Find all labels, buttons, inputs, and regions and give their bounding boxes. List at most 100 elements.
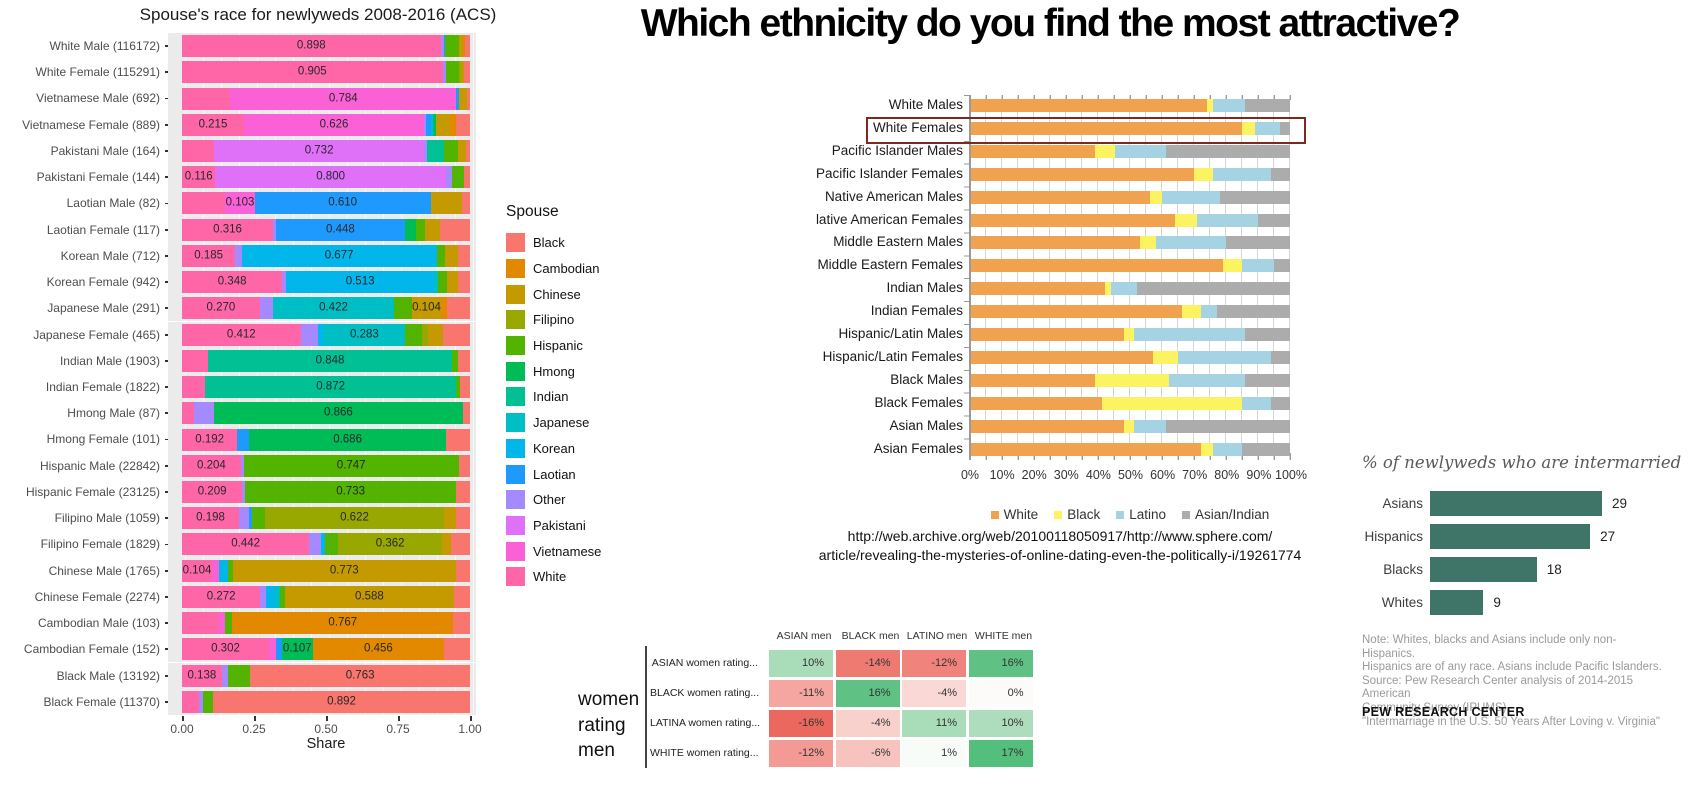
- bar-segment-white: [182, 349, 208, 372]
- attract-segment-asianindian: [1258, 213, 1290, 227]
- attract-source-url: http://web.archive.org/web/2010011805091…: [730, 527, 1390, 564]
- legend-label: Korean: [533, 440, 575, 456]
- bar-segment-white: 0.209: [182, 481, 243, 503]
- bar-segment-indian: [427, 140, 445, 162]
- bar-segment-other: [424, 140, 428, 162]
- spouse-stacked-bar: 0.104 0.773: [182, 559, 470, 582]
- bar-segment-chinese: [425, 218, 440, 241]
- bar-segment-white: 0.198: [182, 507, 240, 530]
- bar-segment-value: 0.610: [328, 196, 358, 209]
- legend-label: Other: [533, 492, 566, 508]
- bar-segment-pakistani: 0.800: [215, 166, 446, 189]
- bar-segment-japanese: [274, 585, 281, 608]
- spouse-row-label: Indian Male (1903): [59, 353, 160, 368]
- rating-cell: 10%: [769, 650, 833, 677]
- rating-cell: -4%: [902, 680, 966, 707]
- bar-segment-value: 0.412: [226, 328, 256, 341]
- attract-segment-black: [1152, 350, 1179, 364]
- attract-stacked-bar: [971, 419, 1290, 433]
- bar-segment-vietnamese: [219, 612, 226, 635]
- attract-row: lative American Females: [805, 209, 1291, 232]
- bar-segment-white: [182, 192, 226, 215]
- bar-segment-black: [446, 428, 470, 451]
- spouse-row-label: Hispanic Male (22842): [39, 458, 160, 473]
- bar-segment-laotian: [276, 638, 282, 661]
- attract-segment-white: [971, 190, 1150, 204]
- bar-segment-value: 0.116: [184, 170, 213, 183]
- bar-segment-vietnamese: 0.103: [225, 192, 255, 215]
- bar-segment-other: [221, 664, 229, 687]
- x-axis-tick-label: 0.50: [314, 722, 338, 736]
- attract-stacked-bar: [971, 99, 1290, 112]
- attract-segment-black: [1095, 373, 1169, 387]
- spouse-stacked-bar: 0.209 0.733: [182, 481, 470, 503]
- legend-label: Filipino: [533, 312, 575, 328]
- bar-segment-black: [467, 87, 470, 110]
- rating-cell: -11%: [769, 680, 833, 707]
- bar-segment-value: 0.626: [319, 118, 349, 131]
- bar-segment-hmong: 0.866: [213, 402, 464, 425]
- bar-segment-value: 0.348: [217, 275, 247, 288]
- attract-stacked-bar: [971, 213, 1290, 227]
- bar-segment-hmong: [404, 218, 417, 241]
- attract-row-label: Middle Eastern Males: [833, 234, 963, 250]
- spouse-row: Korean Female (942) 0.348 0.513: [0, 269, 486, 296]
- attract-stacked-bar: [971, 442, 1290, 456]
- rating-cell: 1%: [902, 740, 966, 767]
- legend-item: Japanese: [506, 410, 626, 436]
- bar-segment-value: 0.848: [315, 354, 345, 367]
- source-url-line2: article/revealing-the-mysteries-of-onlin…: [818, 546, 1302, 563]
- attract-legend-item: White: [990, 507, 1038, 522]
- pew-row-label: Blacks: [1383, 562, 1423, 577]
- bar-segment-korean: [219, 559, 228, 582]
- bar-segment-value: 0.204: [196, 459, 226, 472]
- attract-x-tick-label: 10%: [989, 468, 1015, 482]
- legend-swatch-hmong: [506, 361, 525, 381]
- attract-segment-latino: [1213, 167, 1271, 181]
- spouse-row-label: Black Female (11370): [43, 694, 161, 709]
- attract-row: Asian Males: [805, 415, 1291, 438]
- bar-segment-black: [458, 454, 470, 477]
- bar-segment-filipino: [459, 61, 461, 84]
- bar-segment-korean: 0.513: [286, 271, 434, 294]
- attract-segment-white: [971, 328, 1125, 341]
- bar-segment-hispanic: [203, 690, 214, 713]
- attract-stacked-bar: [971, 396, 1290, 410]
- attract-segment-latino: [1242, 396, 1271, 410]
- spouse-row-label: Hmong Female (101): [46, 432, 160, 447]
- bar-segment-other: [282, 271, 287, 294]
- spouse-row: Hmong Male (87) 0.866: [0, 400, 486, 427]
- rating-table: women rating men ASIAN men BLACK men LATIN…: [540, 625, 1060, 785]
- bar-segment-white: [182, 140, 214, 162]
- bar-segment-value: 0.302: [211, 642, 240, 655]
- attract-segment-asianindian: [1270, 350, 1290, 364]
- attract-stacked-bar: [971, 144, 1290, 158]
- bar-segment-hmong: 0.107: [281, 638, 313, 661]
- bar-segment-white: 0.204: [182, 454, 241, 477]
- attract-stacked-bar: [971, 328, 1290, 341]
- bar-segment-laotian: [444, 35, 446, 58]
- spouse-row: Laotian Female (117) 0.316 0.448: [0, 216, 486, 243]
- pew-row: Whites 9: [1290, 590, 1689, 615]
- x-axis-tick: [470, 716, 472, 721]
- attract-row-label: Indian Females: [870, 303, 963, 319]
- rating-cell: -12%: [902, 650, 966, 677]
- legend-item: Vietnamese: [506, 538, 626, 564]
- spouse-row: Korean Male (712) 0.185 0.677: [0, 242, 486, 270]
- bar-segment-other: [440, 35, 445, 58]
- legend-item: Laotian: [506, 461, 626, 487]
- bar-segment-other: [242, 481, 246, 503]
- bar-segment-value: 0.272: [206, 590, 236, 603]
- rating-row-label: WHITE women rating...: [650, 747, 759, 759]
- attract-segment-asianindian: [1136, 282, 1290, 296]
- bar-segment-value: 0.747: [336, 459, 366, 472]
- bar-segment-white: 0.316: [182, 218, 273, 241]
- bar-segment-hispanic: 0.733: [245, 481, 457, 503]
- attract-segment-latino: [1111, 282, 1137, 296]
- attract-segment-latino: [1200, 305, 1217, 319]
- bar-segment-hispanic: [438, 271, 447, 294]
- spouse-row: Chinese Female (2274) 0.272 0.588: [0, 583, 486, 611]
- bar-segment-hmong: 0.686: [248, 428, 447, 451]
- x-axis-tick-label: 0.00: [170, 722, 194, 736]
- bar-segment-vietnamese: [268, 638, 277, 661]
